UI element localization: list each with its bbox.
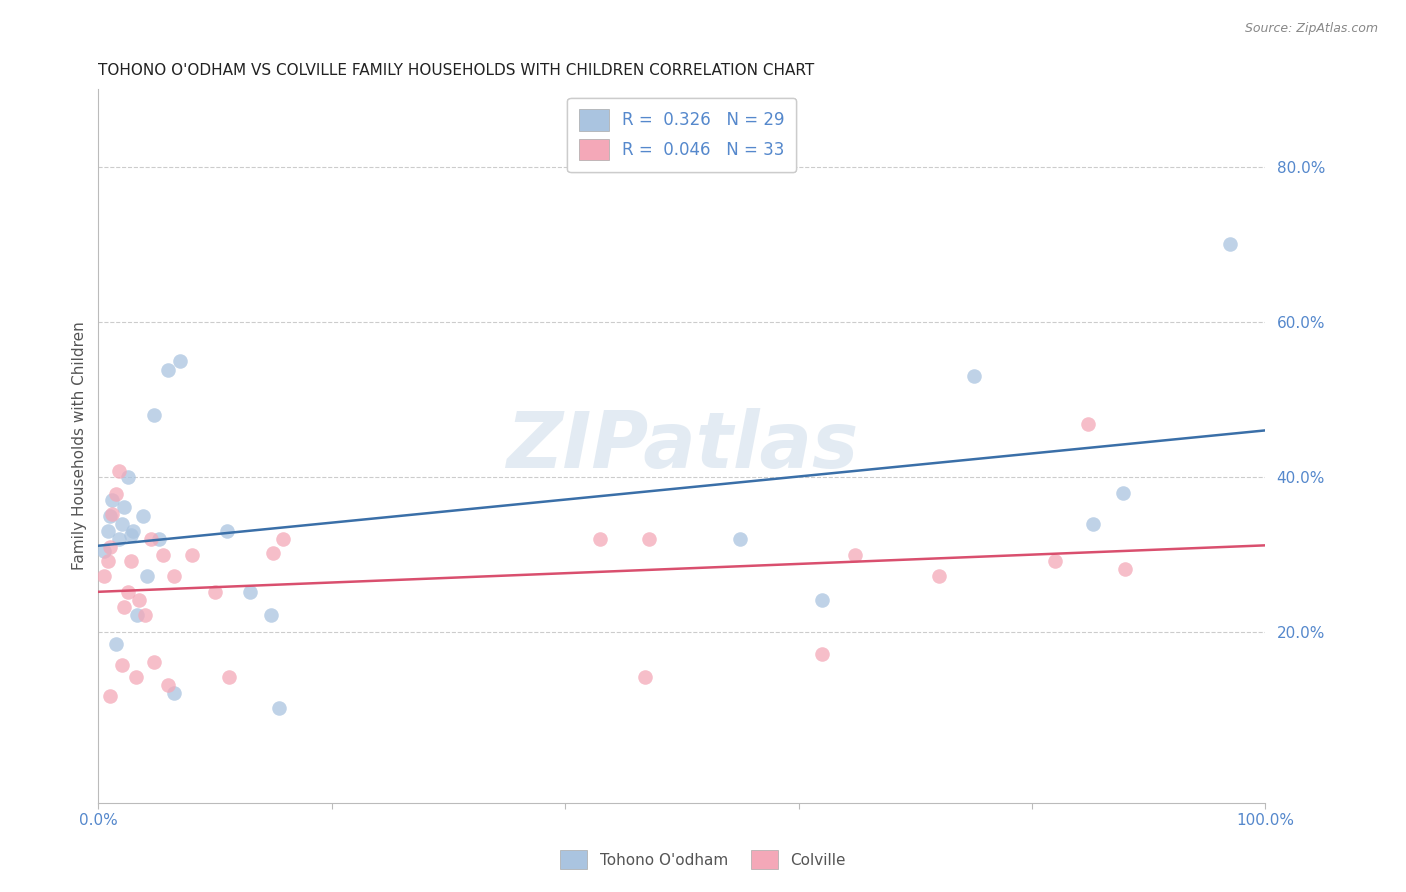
Point (262, 546, 284, 560)
Point (1112, 485, 1135, 500)
Point (811, 592, 834, 607)
Point (1045, 554, 1067, 568)
Point (730, 532, 752, 546)
Point (152, 548, 174, 562)
Point (169, 353, 191, 368)
Point (111, 657, 134, 672)
Point (1219, 237, 1241, 252)
Point (269, 701, 291, 715)
Point (104, 487, 127, 501)
Point (97, 554, 120, 568)
Point (98, 540, 121, 554)
Y-axis label: Family Households with Children: Family Households with Children (72, 322, 87, 570)
Point (163, 686, 186, 700)
Point (134, 608, 156, 623)
Point (148, 532, 170, 546)
Point (120, 554, 142, 568)
Point (93, 543, 115, 558)
Point (589, 532, 612, 546)
Point (218, 670, 240, 684)
Point (204, 584, 226, 599)
Point (215, 524, 238, 539)
Point (180, 548, 202, 562)
Point (143, 408, 166, 422)
Point (104, 637, 127, 651)
Point (101, 508, 124, 522)
Point (163, 569, 186, 583)
Point (260, 608, 283, 623)
Point (136, 569, 159, 583)
Point (811, 647, 834, 661)
Point (111, 516, 134, 531)
Text: TOHONO O'ODHAM VS COLVILLE FAMILY HOUSEHOLDS WITH CHILDREN CORRELATION CHART: TOHONO O'ODHAM VS COLVILLE FAMILY HOUSEH… (98, 63, 814, 78)
Point (143, 655, 166, 669)
Point (98, 508, 121, 523)
Point (239, 584, 262, 599)
Point (157, 363, 180, 377)
Point (122, 524, 145, 539)
Point (157, 678, 180, 692)
Legend: Tohono O'odham, Colville: Tohono O'odham, Colville (554, 844, 852, 875)
Point (112, 500, 135, 514)
Point (844, 548, 866, 562)
Point (1077, 417, 1099, 432)
Point (98, 689, 121, 703)
Point (125, 670, 148, 684)
Point (120, 528, 142, 542)
Text: ZIPatlas: ZIPatlas (506, 408, 858, 484)
Point (633, 670, 655, 684)
Text: Source: ZipAtlas.com: Source: ZipAtlas.com (1244, 22, 1378, 36)
Point (125, 608, 148, 623)
Point (117, 470, 139, 484)
Point (638, 532, 661, 546)
Point (97, 524, 120, 539)
Point (928, 569, 950, 583)
Point (93, 569, 115, 583)
Point (132, 508, 155, 523)
Legend: R =  0.326   N = 29, R =  0.046   N = 33: R = 0.326 N = 29, R = 0.046 N = 33 (568, 97, 796, 172)
Point (128, 592, 150, 607)
Point (101, 493, 124, 508)
Point (112, 600, 135, 615)
Point (1081, 516, 1104, 531)
Point (139, 532, 162, 546)
Point (1114, 561, 1136, 575)
Point (962, 369, 984, 384)
Point (271, 532, 294, 546)
Point (108, 532, 131, 546)
Point (108, 464, 131, 478)
Point (117, 584, 139, 599)
